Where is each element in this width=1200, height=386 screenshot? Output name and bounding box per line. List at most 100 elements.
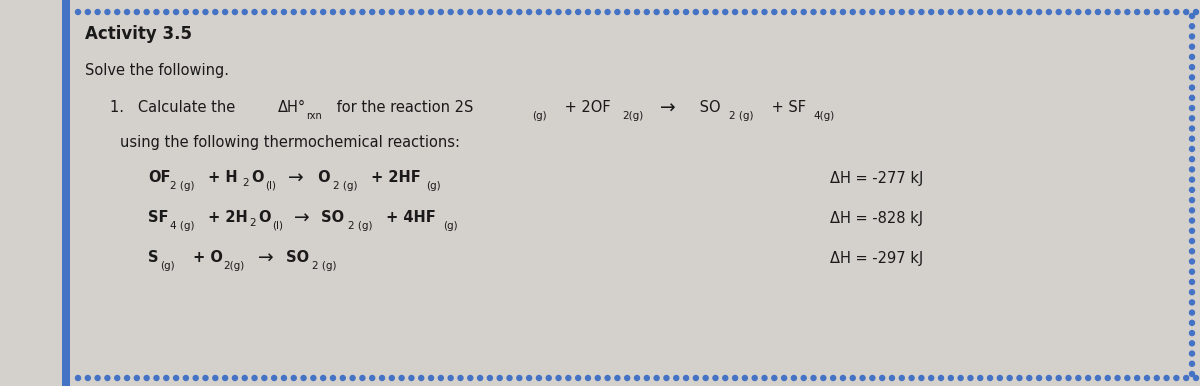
Circle shape <box>1189 361 1194 366</box>
Circle shape <box>948 376 953 381</box>
Circle shape <box>1189 198 1194 203</box>
Circle shape <box>880 376 884 381</box>
Circle shape <box>458 376 463 381</box>
Circle shape <box>370 376 374 381</box>
Text: O: O <box>258 210 270 225</box>
Circle shape <box>673 10 679 15</box>
Circle shape <box>948 10 953 15</box>
Circle shape <box>330 10 336 15</box>
Circle shape <box>1189 64 1194 69</box>
Circle shape <box>144 376 149 381</box>
Circle shape <box>614 376 620 381</box>
Circle shape <box>360 10 365 15</box>
Circle shape <box>644 376 649 381</box>
Circle shape <box>379 10 384 15</box>
Circle shape <box>85 376 90 381</box>
Circle shape <box>968 10 973 15</box>
Text: + O: + O <box>188 251 223 266</box>
Circle shape <box>889 376 894 381</box>
Circle shape <box>360 376 365 381</box>
Circle shape <box>262 10 266 15</box>
Circle shape <box>517 376 522 381</box>
Circle shape <box>595 10 600 15</box>
Circle shape <box>1105 10 1110 15</box>
Circle shape <box>1189 95 1194 100</box>
Circle shape <box>76 10 80 15</box>
Circle shape <box>174 10 179 15</box>
Circle shape <box>1086 10 1091 15</box>
Text: rxn: rxn <box>306 111 322 121</box>
Circle shape <box>1145 376 1150 381</box>
Circle shape <box>811 376 816 381</box>
Circle shape <box>752 10 757 15</box>
Circle shape <box>625 376 630 381</box>
Circle shape <box>1135 10 1140 15</box>
Circle shape <box>95 376 100 381</box>
Circle shape <box>1183 376 1189 381</box>
Text: →: → <box>288 169 304 188</box>
Circle shape <box>586 376 590 381</box>
Circle shape <box>193 376 198 381</box>
Circle shape <box>104 376 110 381</box>
Circle shape <box>1135 376 1140 381</box>
Circle shape <box>320 10 325 15</box>
Text: SO: SO <box>316 210 344 225</box>
Circle shape <box>1189 300 1194 305</box>
Circle shape <box>292 10 296 15</box>
Circle shape <box>752 376 757 381</box>
Circle shape <box>1115 10 1120 15</box>
Circle shape <box>1189 34 1194 39</box>
Circle shape <box>448 10 454 15</box>
Circle shape <box>919 376 924 381</box>
Circle shape <box>870 376 875 381</box>
Circle shape <box>223 10 228 15</box>
Circle shape <box>644 10 649 15</box>
Circle shape <box>1154 376 1159 381</box>
Circle shape <box>125 10 130 15</box>
Circle shape <box>468 376 473 381</box>
Circle shape <box>1124 10 1130 15</box>
Text: 2 (g): 2 (g) <box>170 181 194 191</box>
Circle shape <box>125 376 130 381</box>
Circle shape <box>1189 239 1194 244</box>
Circle shape <box>546 376 551 381</box>
Circle shape <box>1027 376 1032 381</box>
Circle shape <box>732 10 738 15</box>
Circle shape <box>1086 376 1091 381</box>
Circle shape <box>134 10 139 15</box>
Circle shape <box>320 376 325 381</box>
Circle shape <box>811 10 816 15</box>
Text: 2(g): 2(g) <box>223 261 245 271</box>
Circle shape <box>625 10 630 15</box>
Circle shape <box>301 376 306 381</box>
Circle shape <box>76 376 80 381</box>
Circle shape <box>163 10 169 15</box>
Circle shape <box>781 10 787 15</box>
Circle shape <box>1066 376 1072 381</box>
Circle shape <box>635 376 640 381</box>
Circle shape <box>830 376 835 381</box>
Circle shape <box>781 376 787 381</box>
Circle shape <box>1189 146 1194 151</box>
Circle shape <box>468 10 473 15</box>
Circle shape <box>910 376 914 381</box>
Text: O: O <box>313 171 331 186</box>
Text: O: O <box>251 171 264 186</box>
Circle shape <box>703 10 708 15</box>
Circle shape <box>978 376 983 381</box>
Circle shape <box>722 376 727 381</box>
Text: OF: OF <box>148 171 170 186</box>
Circle shape <box>1189 208 1194 213</box>
Circle shape <box>772 10 776 15</box>
Circle shape <box>301 10 306 15</box>
Circle shape <box>478 376 482 381</box>
Circle shape <box>536 376 541 381</box>
Circle shape <box>242 10 247 15</box>
Circle shape <box>400 10 404 15</box>
Circle shape <box>703 376 708 381</box>
Circle shape <box>1164 376 1169 381</box>
Circle shape <box>330 376 336 381</box>
Circle shape <box>1189 187 1194 192</box>
Text: (g): (g) <box>160 261 175 271</box>
Circle shape <box>1046 10 1051 15</box>
